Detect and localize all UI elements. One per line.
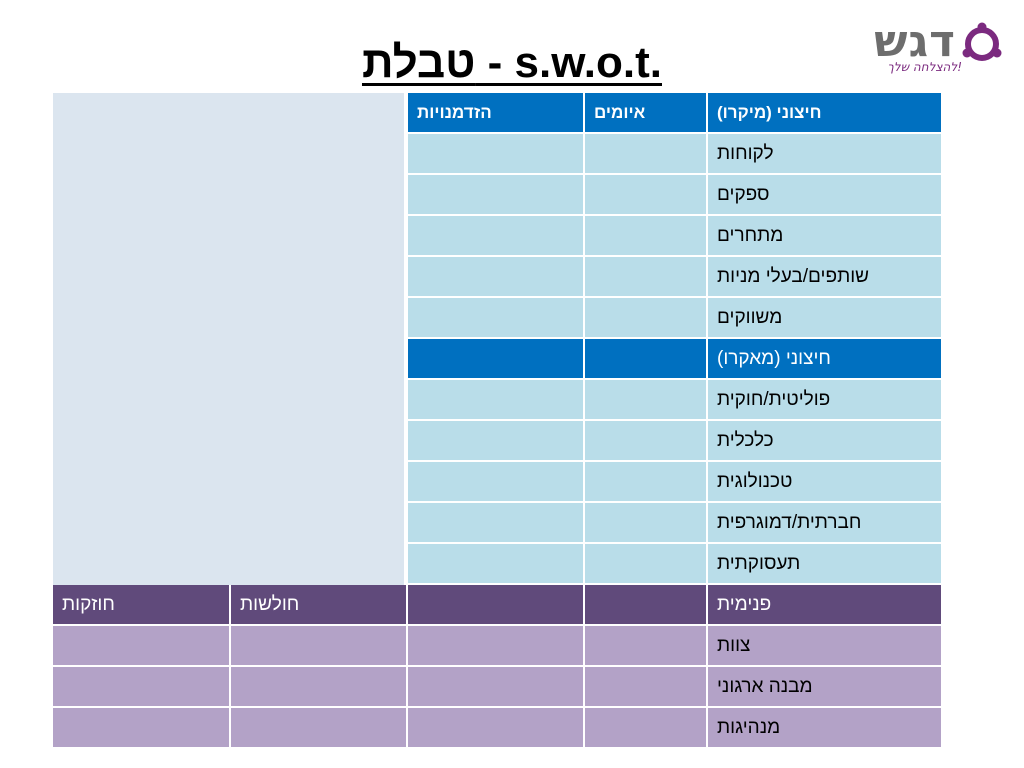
internal-cell	[585, 626, 706, 665]
external-header-cell-label: איומים	[594, 102, 646, 122]
table-row-label-label: לקוחות	[717, 142, 774, 164]
logo-ring-icon	[962, 22, 1002, 61]
table-row-label-label: תעסוקתית	[717, 552, 801, 574]
table-row-label: כלכלית	[708, 421, 941, 460]
swot-table: חיצוני (מיקרו) איומים הזדמנויות לקוחות ספקים…	[53, 93, 941, 749]
opportunities-cell	[408, 257, 583, 296]
threats-cell	[585, 134, 706, 173]
macro-header-empty	[585, 339, 706, 378]
threats-cell	[585, 216, 706, 255]
threats-cell	[585, 298, 706, 337]
table-row-label-label: טכנולוגית	[717, 470, 793, 492]
logo-wordmark: דגש	[874, 16, 956, 67]
internal-cell	[231, 667, 406, 706]
internal-cell	[408, 626, 583, 665]
table-row-label-label: צוות	[717, 634, 751, 656]
external-header-cell: חיצוני (מיקרו)	[708, 93, 941, 132]
table-row-label-label: ספקים	[717, 183, 770, 205]
empty-left-panel	[53, 93, 404, 585]
internal-header-cell: פנימית	[708, 585, 941, 624]
threats-cell	[585, 421, 706, 460]
table-row-label: ספקים	[708, 175, 941, 214]
threats-cell	[585, 503, 706, 542]
internal-cell	[53, 708, 229, 747]
table-row-label: שותפים/בעלי מניות	[708, 257, 941, 296]
internal-header-cell: חוזקות	[53, 585, 229, 624]
internal-cell	[408, 708, 583, 747]
opportunities-cell	[408, 462, 583, 501]
macro-header-cell: חיצוני (מאקרו)	[708, 339, 941, 378]
opportunities-cell	[408, 216, 583, 255]
threats-cell	[585, 175, 706, 214]
internal-cell	[231, 626, 406, 665]
table-row-label: טכנולוגית	[708, 462, 941, 501]
table-row-label: מנהיגות	[708, 708, 941, 747]
threats-cell	[585, 462, 706, 501]
internal-cell	[585, 708, 706, 747]
opportunities-cell	[408, 380, 583, 419]
table-row-label-label: משווקים	[717, 306, 783, 328]
opportunities-cell	[408, 134, 583, 173]
company-logo: דגש להצלחה שלך!	[844, 18, 1006, 76]
table-row-label-label: שותפים/בעלי מניות	[717, 265, 870, 287]
internal-cell	[53, 626, 229, 665]
external-header-cell-label: הזדמנויות	[417, 102, 492, 122]
internal-header-cell-label: פנימית	[717, 593, 772, 615]
table-row-label-label: מבנה ארגוני	[717, 675, 813, 697]
table-row-label: משווקים	[708, 298, 941, 337]
macro-header-empty	[408, 339, 583, 378]
table-row-label-label: מנהיגות	[717, 716, 781, 738]
macro-header-cell-label: חיצוני (מאקרו)	[717, 347, 831, 369]
internal-cell	[408, 667, 583, 706]
table-row-label-label: פוליטית/חוקית	[717, 388, 831, 410]
table-row-label: צוות	[708, 626, 941, 665]
logo-tagline: להצלחה שלך!	[887, 60, 962, 74]
external-header-cell: הזדמנויות	[408, 93, 583, 132]
threats-cell	[585, 257, 706, 296]
internal-header-cell-label: חוזקות	[62, 593, 115, 615]
table-row-label: תעסוקתית	[708, 544, 941, 583]
opportunities-cell	[408, 544, 583, 583]
table-row-label-label: מתחרים	[717, 224, 784, 246]
internal-cell	[585, 667, 706, 706]
table-row-label: מבנה ארגוני	[708, 667, 941, 706]
internal-header-cell	[585, 585, 706, 624]
threats-cell	[585, 544, 706, 583]
opportunities-cell	[408, 421, 583, 460]
opportunities-cell	[408, 503, 583, 542]
opportunities-cell	[408, 298, 583, 337]
table-row-label-label: חברתית/דמוגרפית	[717, 511, 862, 533]
table-row-label: מתחרים	[708, 216, 941, 255]
external-header-cell: איומים	[585, 93, 706, 132]
internal-header-cell	[408, 585, 583, 624]
table-row-label-label: כלכלית	[717, 429, 774, 451]
slide-title: טבלת - s.w.o.t.	[361, 38, 662, 87]
table-row-label: פוליטית/חוקית	[708, 380, 941, 419]
opportunities-cell	[408, 175, 583, 214]
internal-cell	[53, 667, 229, 706]
table-row-label: חברתית/דמוגרפית	[708, 503, 941, 542]
table-row-label: לקוחות	[708, 134, 941, 173]
threats-cell	[585, 380, 706, 419]
internal-header-cell-label: חולשות	[240, 593, 300, 615]
internal-header-cell: חולשות	[231, 585, 406, 624]
internal-cell	[231, 708, 406, 747]
external-header-cell-label: חיצוני (מיקרו)	[717, 102, 822, 122]
